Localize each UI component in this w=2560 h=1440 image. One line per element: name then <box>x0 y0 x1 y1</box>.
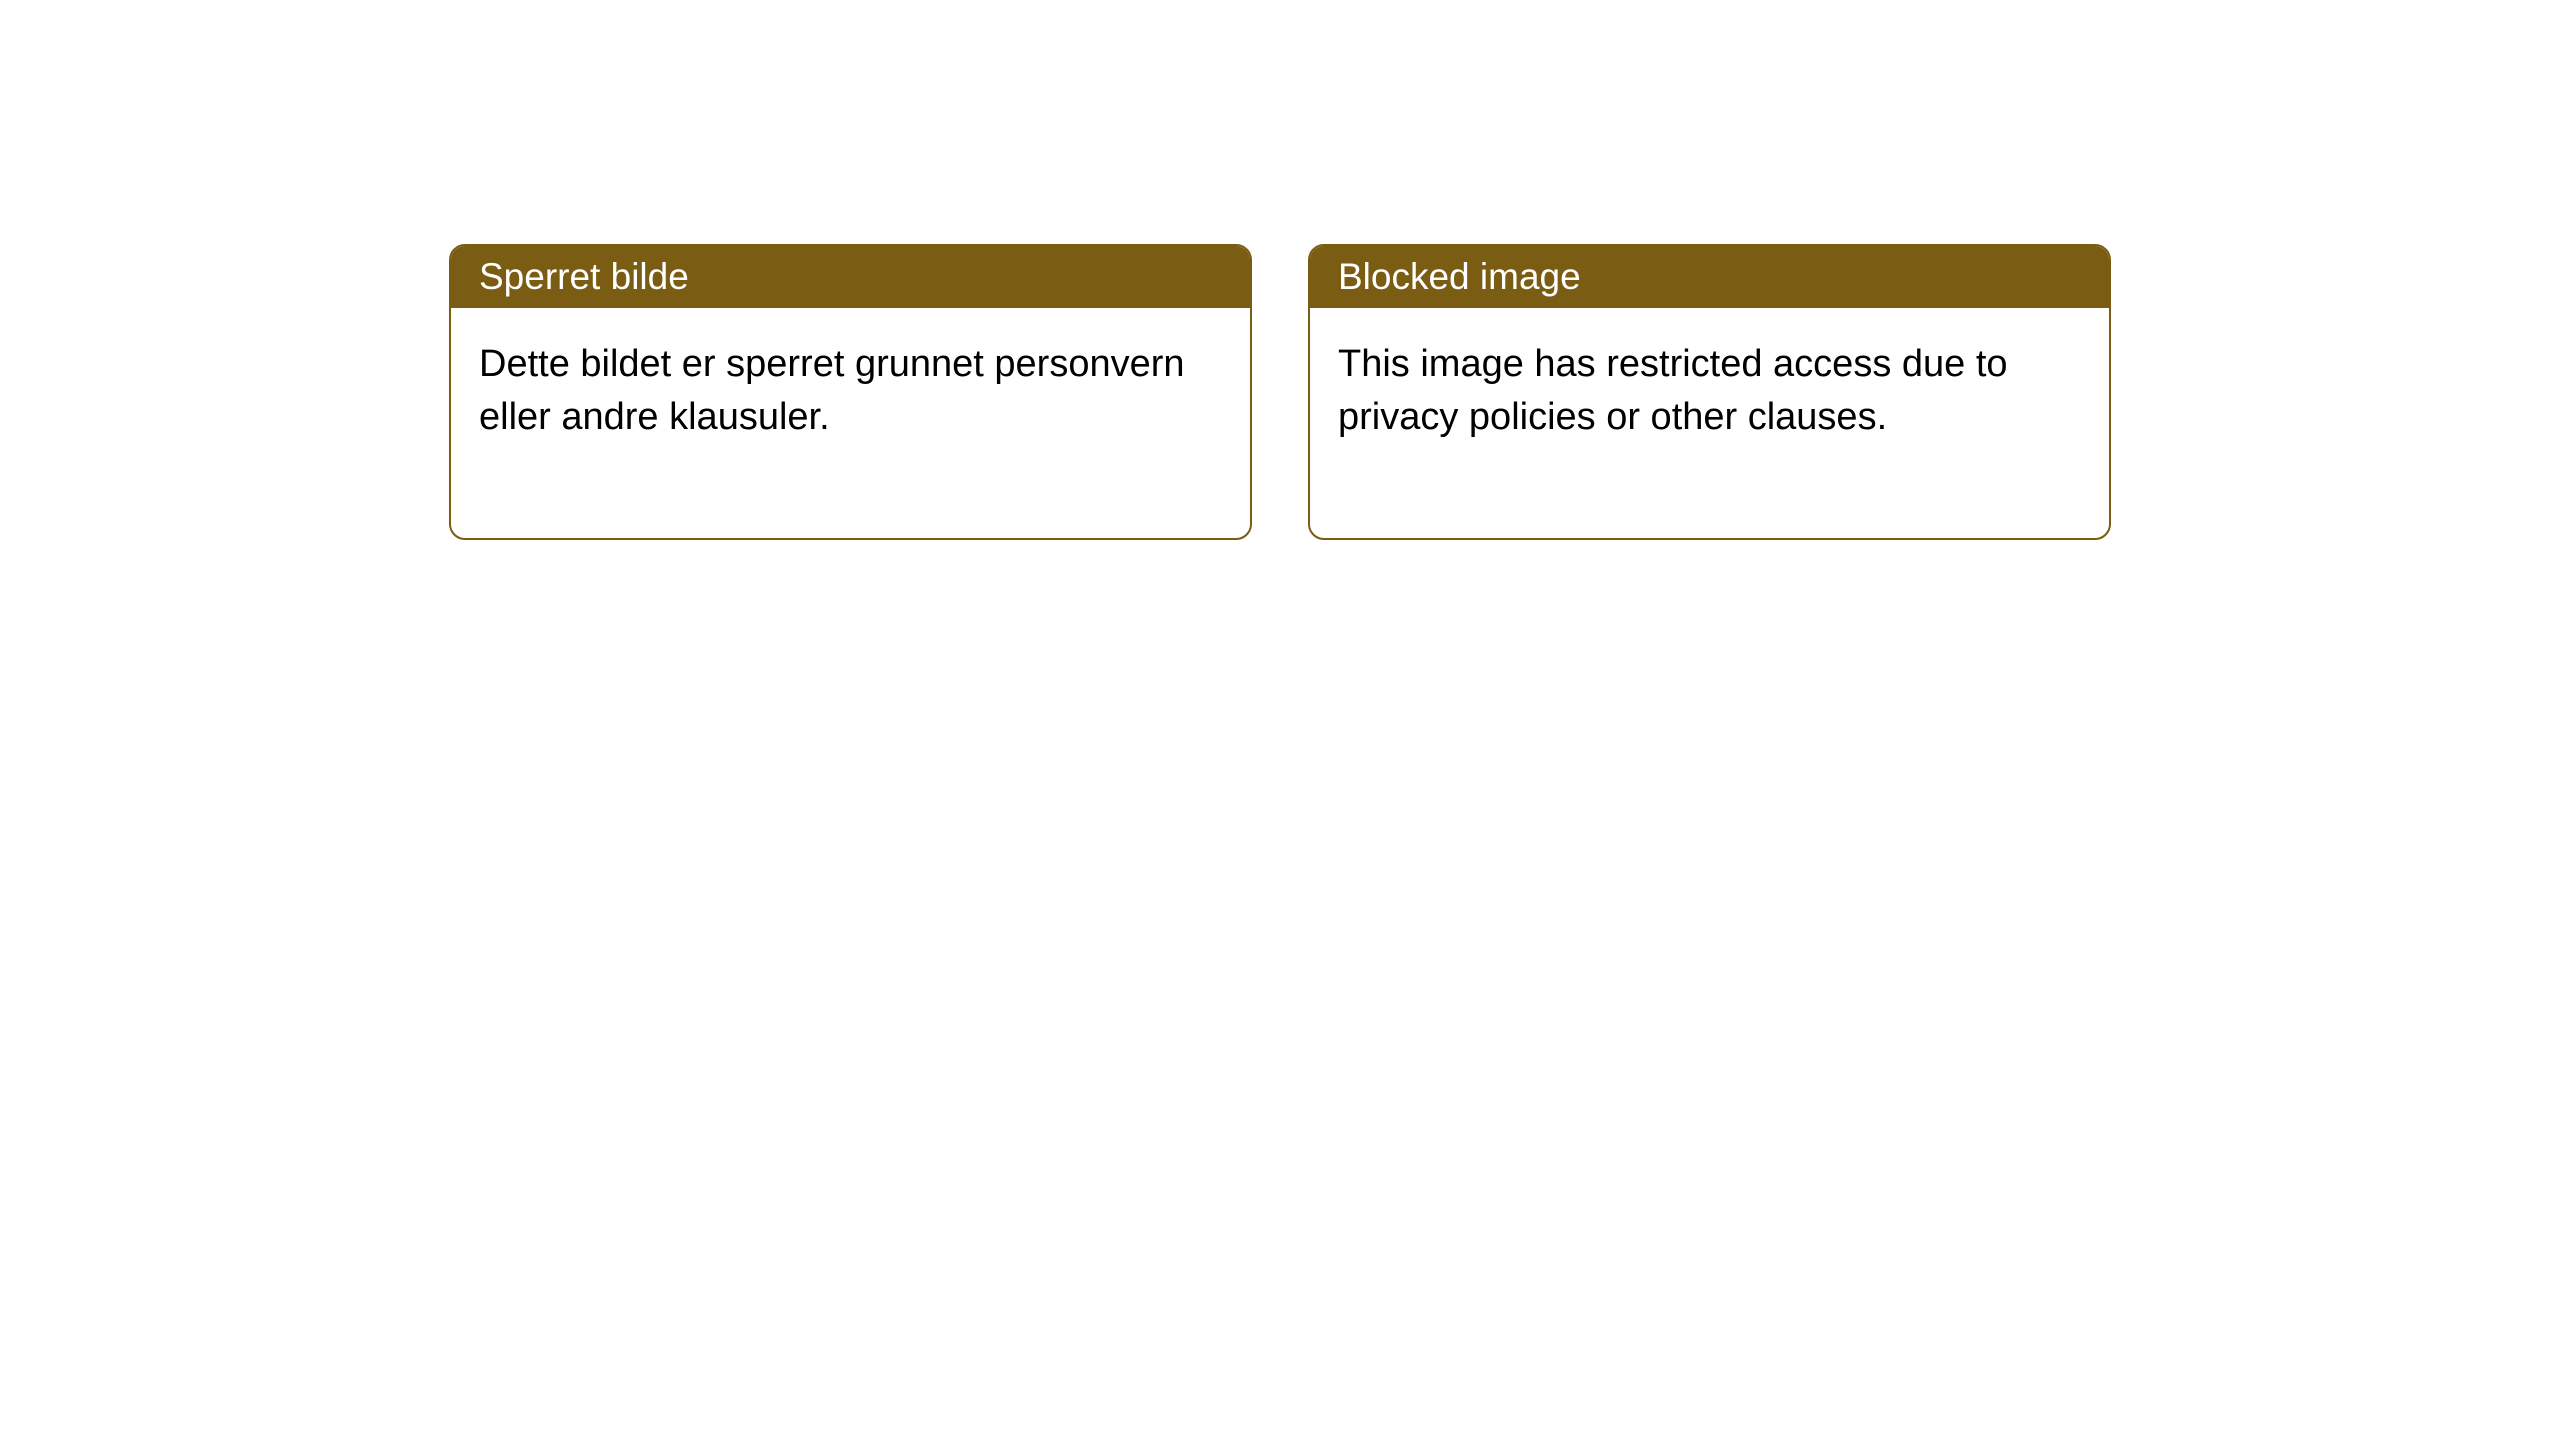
notice-card-header: Blocked image <box>1310 246 2109 308</box>
notice-card-text: This image has restricted access due to … <box>1338 343 2008 438</box>
notice-card-norwegian: Sperret bilde Dette bildet er sperret gr… <box>449 244 1252 540</box>
notice-container: Sperret bilde Dette bildet er sperret gr… <box>449 244 2111 540</box>
notice-card-english: Blocked image This image has restricted … <box>1308 244 2111 540</box>
notice-card-title: Sperret bilde <box>479 256 689 297</box>
notice-card-title: Blocked image <box>1338 256 1581 297</box>
notice-card-body: This image has restricted access due to … <box>1310 308 2109 538</box>
notice-card-text: Dette bildet er sperret grunnet personve… <box>479 343 1185 438</box>
notice-card-body: Dette bildet er sperret grunnet personve… <box>451 308 1250 538</box>
notice-card-header: Sperret bilde <box>451 246 1250 308</box>
